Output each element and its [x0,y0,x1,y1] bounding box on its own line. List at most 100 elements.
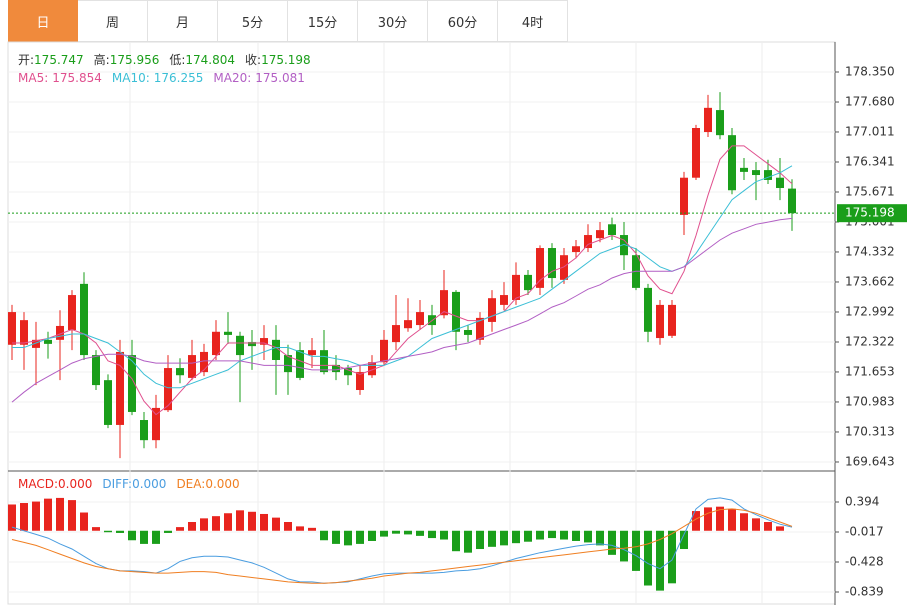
macd-bar [128,530,136,541]
candle-body [164,368,172,411]
candle-body [20,320,28,345]
ohlc-label: 高: [94,52,110,67]
y-tick-label: 171.653 [845,364,895,378]
candle-body [128,355,136,412]
candle-body [116,351,124,425]
candle-body [248,342,256,347]
candle-body [704,107,712,133]
macd-bar [92,527,100,531]
y-tick-label: 169.643 [845,454,895,468]
ohlc-value: 175.198 [261,53,311,67]
candle-body [608,224,616,236]
ohlc-value: 175.747 [34,53,84,67]
last-price-box [837,204,907,223]
macd-bar [188,522,196,531]
macd-bar [692,511,700,531]
macd-bar [356,530,364,544]
macd-bar [284,522,292,531]
macd-bar [320,530,328,541]
candle-body [668,304,676,336]
macd-bar [164,530,172,533]
macd-bar [344,530,352,546]
candle-body [788,188,796,214]
period-tab[interactable]: 5分 [218,0,288,42]
candle-body [656,304,664,339]
candle-body [224,331,232,335]
macd-bar [236,510,244,531]
macd-bar [416,530,424,536]
candle-body [776,177,784,189]
legend-value: 0.000 [205,477,239,491]
macd-bar [368,530,376,541]
macd-bar [776,526,784,531]
period-tab[interactable]: 月 [148,0,218,42]
macd-bar [584,530,592,543]
macd-bar [656,530,664,591]
legend-value: 176.255 [154,71,204,85]
y-tick-label: 176.341 [845,154,895,168]
candle-body [92,355,100,386]
candle-body [500,295,508,305]
period-tab[interactable]: 30分 [358,0,428,42]
y-tick-label: 177.011 [845,124,895,138]
candle-body [380,339,388,363]
y-tick-label: 174.332 [845,244,895,258]
candle-body [104,380,112,425]
y-tick-label: -0.017 [845,525,884,539]
candle-body [8,312,16,345]
macd-bar [488,530,496,547]
candle-body [440,290,448,316]
candle-body [284,355,292,373]
candle-body [764,170,772,180]
period-tab[interactable]: 60分 [428,0,498,42]
candle-body [644,287,652,332]
candle-body [68,295,76,330]
ma-line [11,217,793,403]
ohlc-label: 低: [169,53,185,67]
macd-bar [752,518,760,531]
macd-bar [500,530,508,546]
macd-bar [512,530,520,544]
candle-body [692,127,700,178]
macd-bar [272,517,280,531]
period-tab[interactable]: 日 [8,0,78,42]
candle-body [56,325,64,340]
candle-body [596,230,604,239]
candle-body [356,372,364,391]
macd-bar [728,508,736,531]
macd-bar [224,513,232,531]
ohlc-label: 开: [18,53,34,67]
candle-body [32,339,40,348]
candle-body [560,255,568,280]
candle-body [584,235,592,249]
macd-bar [572,530,580,541]
macd-bar [668,530,676,584]
ma-legend: MA5: 175.854 MA10: 176.255 MA20: 175.081 [18,71,305,85]
candle-body [512,274,520,300]
legend-value: 175.854 [52,71,102,85]
legend-label: MA20: [213,71,251,85]
y-tick-label: 173.662 [845,274,895,288]
macd-bar [104,530,112,533]
macd-bar [308,527,316,531]
candle-body [200,351,208,373]
legend-value: 175.081 [255,71,305,85]
legend-label: MACD: [18,477,58,491]
candle-body [536,248,544,288]
period-tab[interactable]: 4时 [498,0,568,42]
macd-bar [260,513,268,531]
macd-bar [152,530,160,544]
candle-body [476,317,484,340]
candle-body [176,368,184,376]
candle-body [296,350,304,378]
macd-line [11,508,793,584]
candle-body [620,235,628,256]
macd-bar [248,511,256,531]
macd-bar [44,498,52,531]
macd-legend: MACD:0.000 DIFF:0.000 DEA:0.000 [18,477,240,491]
legend-value: 0.000 [132,477,166,491]
period-tab[interactable]: 15分 [288,0,358,42]
candle-body [368,362,376,376]
ohlc-label: 收: [245,53,261,67]
candle-body [416,312,424,326]
